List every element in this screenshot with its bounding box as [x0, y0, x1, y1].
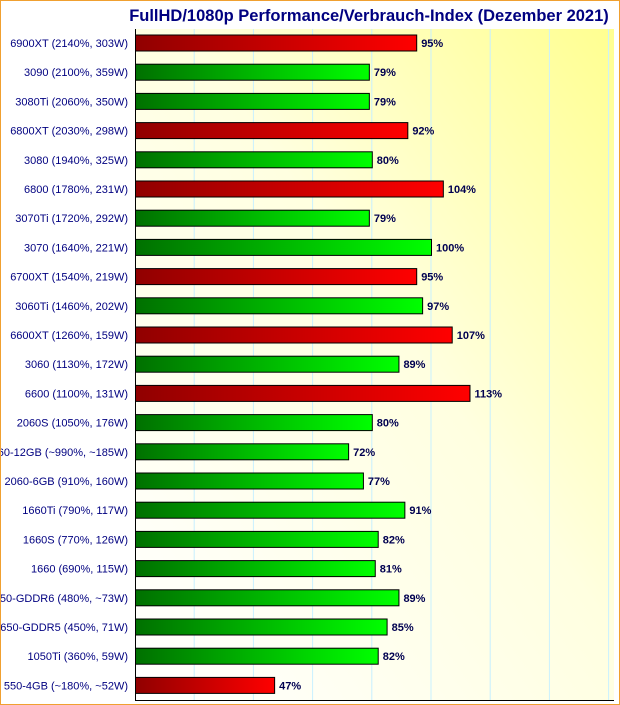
value-label: 107% — [457, 330, 485, 342]
bar-nvidia — [135, 92, 370, 110]
value-label: 79% — [374, 96, 396, 108]
value-label: 104% — [448, 184, 476, 196]
value-label: 85% — [392, 622, 414, 634]
category-label: 6800 (1780%, 231W) — [24, 184, 128, 196]
bar-nvidia — [135, 647, 379, 665]
bar-nvidia — [135, 560, 376, 578]
value-label: 97% — [427, 301, 449, 313]
bar-nvidia — [135, 151, 373, 169]
bar-amd — [135, 180, 444, 198]
bar-nvidia — [135, 355, 400, 373]
bar-nvidia — [135, 589, 400, 607]
value-label: 79% — [374, 67, 396, 79]
value-label: 92% — [412, 126, 434, 138]
value-label: 91% — [409, 505, 431, 517]
bar-amd — [135, 122, 409, 140]
value-label: 80% — [377, 418, 399, 430]
category-label: 3070 (1640%, 221W) — [24, 242, 128, 254]
category-label: 550-4GB (~180%, ~52W) — [4, 680, 128, 692]
value-label: 95% — [421, 272, 443, 284]
category-label: 6600 (1100%, 131W) — [25, 388, 128, 400]
category-label: 6900XT (2140%, 303W) — [10, 38, 128, 50]
value-label: 79% — [374, 213, 396, 225]
bar-amd — [135, 268, 418, 286]
value-label: 81% — [380, 564, 402, 576]
category-label: 3060Ti (1460%, 202W) — [15, 301, 128, 313]
category-label: 3090 (2100%, 359W) — [24, 67, 128, 79]
category-label: 1660 (690%, 115W) — [31, 564, 128, 576]
category-label: 1650-GDDR5 (450%, 71W) — [1, 622, 128, 634]
category-label: 2060S (1050%, 176W) — [17, 418, 128, 430]
category-label: 3070Ti (1720%, 292W) — [15, 213, 128, 225]
value-label: 95% — [421, 38, 443, 50]
bar-nvidia — [135, 297, 424, 315]
bar-amd — [135, 676, 276, 694]
category-label: 6700XT (1540%, 219W) — [10, 272, 128, 284]
bar-nvidia — [135, 618, 388, 636]
category-label: 2060-6GB (910%, 160W) — [4, 476, 128, 488]
value-label: 113% — [474, 388, 502, 400]
category-label: 1660Ti (790%, 117W) — [22, 505, 128, 517]
bar-nvidia — [135, 414, 373, 432]
value-label: 80% — [377, 155, 399, 167]
value-label: 47% — [279, 680, 301, 692]
bar-nvidia — [135, 443, 350, 461]
bar-amd — [135, 34, 418, 52]
value-label: 77% — [368, 476, 390, 488]
value-label: 72% — [353, 447, 375, 459]
value-label: 100% — [436, 242, 464, 254]
chart-title: FullHD/1080p Performance/Verbrauch-Index… — [129, 7, 609, 25]
bar-nvidia — [135, 63, 370, 81]
category-label: 3080Ti (2060%, 350W) — [15, 96, 128, 108]
bar-nvidia — [135, 472, 364, 490]
category-label: 3080 (1940%, 325W) — [24, 155, 128, 167]
bar-amd — [135, 326, 453, 344]
bar-nvidia — [135, 530, 379, 548]
category-label: 1650-GDDR6 (480%, ~73W) — [1, 593, 128, 605]
category-label: 1050Ti (360%, 59W) — [28, 651, 128, 663]
value-label: 82% — [383, 534, 405, 546]
value-label: 89% — [403, 359, 425, 371]
category-label: 1660S (770%, 126W) — [23, 534, 128, 546]
value-label: 89% — [403, 593, 425, 605]
bar-nvidia — [135, 209, 370, 227]
bar-amd — [135, 384, 471, 402]
value-label: 82% — [383, 651, 405, 663]
bar-nvidia — [135, 238, 432, 256]
category-label: 6600XT (1260%, 159W) — [10, 330, 128, 342]
category-label: 3060 (1130%, 172W) — [25, 359, 128, 371]
category-label: 2060-12GB (~990%, ~185W) — [1, 447, 128, 459]
category-label: 6800XT (2030%, 298W) — [10, 126, 128, 138]
bar-nvidia — [135, 501, 406, 519]
